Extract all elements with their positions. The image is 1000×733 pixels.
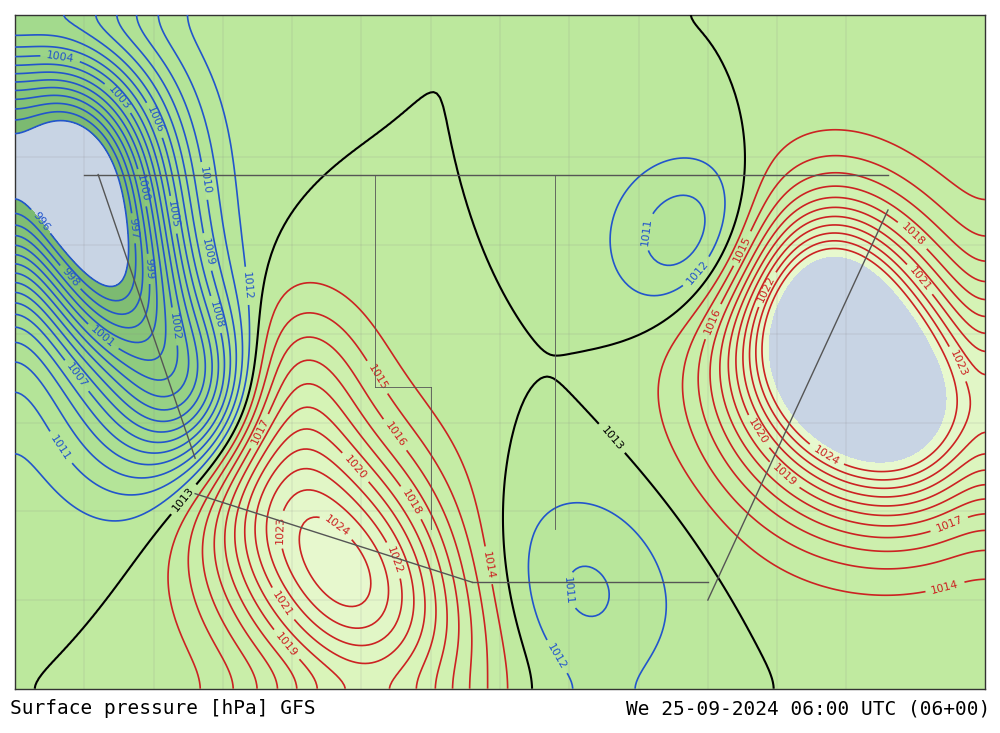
Text: 1009: 1009 [199,237,215,267]
Text: 1024: 1024 [323,514,352,539]
Text: 1006: 1006 [145,105,165,135]
Text: 1011: 1011 [562,576,574,605]
Text: 1008: 1008 [208,300,225,329]
Text: 1012: 1012 [545,642,568,671]
Text: We 25-09-2024 06:00 UTC (06+00): We 25-09-2024 06:00 UTC (06+00) [626,699,990,718]
Text: 1018: 1018 [400,488,423,517]
Text: 1019: 1019 [274,630,299,659]
Text: 1024: 1024 [811,443,841,467]
Text: 1015: 1015 [732,234,753,263]
Text: 1022: 1022 [385,545,404,575]
Text: 999: 999 [143,258,155,280]
Text: 997: 997 [128,217,140,240]
Text: 1002: 1002 [168,312,182,341]
Text: 1020: 1020 [746,417,769,446]
Text: 1022: 1022 [756,274,777,304]
Text: 1017: 1017 [249,416,271,446]
Text: 1003: 1003 [106,84,132,111]
Text: 1014: 1014 [930,579,960,595]
Text: 1004: 1004 [46,50,75,64]
Text: 996: 996 [31,210,51,233]
Text: 1016: 1016 [702,306,723,336]
Text: 1019: 1019 [770,463,798,489]
Text: 1007: 1007 [64,361,89,390]
Text: 1021: 1021 [907,265,933,293]
Text: 998: 998 [59,266,81,289]
Text: 1011: 1011 [640,217,653,246]
Text: 1023: 1023 [948,349,969,378]
Text: 1015: 1015 [366,363,389,392]
Text: 1013: 1013 [171,485,196,513]
Text: 1012: 1012 [241,271,253,301]
Text: 1000: 1000 [135,173,150,202]
Text: 1001: 1001 [89,324,117,350]
Text: 1021: 1021 [271,589,294,619]
Text: 1014: 1014 [481,550,496,580]
Text: 1016: 1016 [383,421,407,449]
Text: 1013: 1013 [599,424,625,452]
Text: 1005: 1005 [166,200,181,229]
Text: 1012: 1012 [684,258,710,286]
Text: 1023: 1023 [275,515,286,544]
Text: 1010: 1010 [197,166,212,196]
Text: Surface pressure [hPa] GFS: Surface pressure [hPa] GFS [10,699,316,718]
Text: 1020: 1020 [343,453,369,481]
Text: 1017: 1017 [934,515,964,534]
Text: 1018: 1018 [899,221,926,248]
Text: 1011: 1011 [49,433,72,462]
